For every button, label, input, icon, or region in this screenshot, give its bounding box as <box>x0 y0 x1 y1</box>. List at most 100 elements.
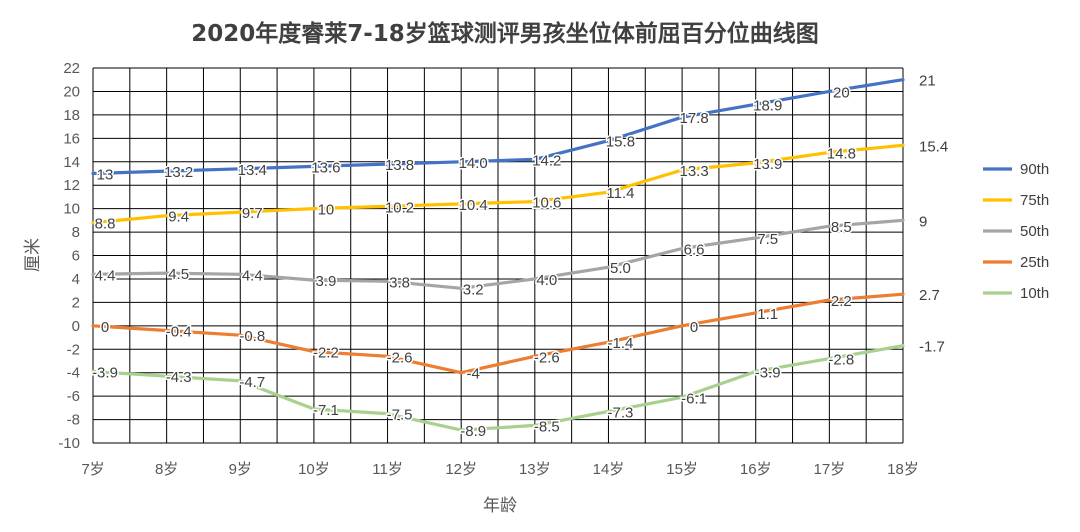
y-tick-label: 2 <box>72 294 80 311</box>
data-label-25th: -2.2 <box>313 345 339 362</box>
data-label-90th: 14.0 <box>459 155 488 172</box>
series-line-90th <box>91 78 905 176</box>
y-tick-label: 22 <box>63 60 80 77</box>
x-tick-label: 18岁 <box>887 461 919 478</box>
x-tick-label: 11岁 <box>372 461 403 478</box>
data-label-25th: 2.2 <box>831 293 852 310</box>
data-label-50th: 3.2 <box>463 281 484 298</box>
x-tick-label: 12岁 <box>445 461 477 478</box>
data-label-25th: 1.1 <box>757 306 778 323</box>
legend-label-75th: 75th <box>1020 192 1049 209</box>
data-label-10th: -3.9 <box>755 365 781 382</box>
data-label-10th: -7.5 <box>387 407 413 424</box>
data-label-25th: 0 <box>690 319 698 336</box>
legend-item-50th: 50th <box>983 223 1049 240</box>
end-label-50th: 9 <box>919 213 927 230</box>
data-label-90th: 20 <box>833 84 850 101</box>
x-axis-title: 年龄 <box>483 496 517 516</box>
data-label-10th: -2.8 <box>828 352 854 369</box>
chart-title: 2020年度睿莱7-18岁篮球测评男孩坐位体前屈百分位曲线图 <box>191 21 819 47</box>
x-tick-label: 14岁 <box>593 461 625 478</box>
data-label-90th: 15.8 <box>606 134 635 151</box>
legend: 90th 75th 50th 25th 10th <box>983 161 1049 302</box>
data-label-25th: -2.6 <box>534 349 560 366</box>
data-label-90th: 14.2 <box>532 152 561 169</box>
y-tick-label: 16 <box>63 130 80 147</box>
data-label-50th: 4.4 <box>95 267 116 284</box>
legend-item-25th: 25th <box>983 254 1049 271</box>
data-label-10th: -7.1 <box>313 402 339 419</box>
legend-item-90th: 90th <box>983 161 1049 178</box>
x-tick-label: 9岁 <box>229 461 252 478</box>
end-label-25th: 2.7 <box>919 287 940 304</box>
data-label-50th: 8.5 <box>831 219 852 236</box>
legend-label-90th: 90th <box>1020 161 1049 178</box>
end-label-90th: 21 <box>919 73 936 90</box>
data-label-50th: 7.5 <box>757 231 778 248</box>
data-label-10th: -8.9 <box>460 423 486 440</box>
y-axis-title: 厘米 <box>23 238 43 272</box>
series-line-10th <box>91 344 905 432</box>
legend-label-10th: 10th <box>1020 285 1049 302</box>
data-label-50th: 4.5 <box>168 266 189 283</box>
data-label-50th: 3.9 <box>315 273 336 290</box>
axes: -10 -8 -6 -4 -2 0 2 4 6 8 10 12 14 16 18 20 22 7岁 8岁 9岁 10岁 1… <box>58 60 919 478</box>
data-label-75th: 9.4 <box>168 209 189 226</box>
data-label-10th: -6.1 <box>681 390 707 407</box>
series-line-50th <box>91 218 905 290</box>
series-line-75th <box>91 143 905 225</box>
x-tick-label: 10岁 <box>298 461 330 478</box>
data-label-25th: 0 <box>101 319 109 336</box>
legend-label-25th: 25th <box>1020 254 1049 271</box>
y-tick-label: -8 <box>67 412 80 429</box>
legend-label-50th: 50th <box>1020 223 1049 240</box>
x-tick-label: 16岁 <box>740 461 772 478</box>
data-label-75th: 9.7 <box>242 205 263 222</box>
series-line-25th <box>91 292 905 375</box>
data-label-25th: -0.4 <box>166 324 192 341</box>
data-label-50th: 6.6 <box>684 241 705 258</box>
data-label-50th: 5.0 <box>610 260 631 277</box>
data-label-75th: 11.4 <box>606 185 634 202</box>
x-tick-label: 13岁 <box>519 461 551 478</box>
data-label-90th: 13.8 <box>385 157 414 174</box>
data-label-90th: 13.6 <box>311 159 340 176</box>
data-label-75th: 8.8 <box>95 216 116 233</box>
data-label-25th: -0.8 <box>239 328 265 345</box>
x-tick-label: 15岁 <box>666 461 698 478</box>
y-tick-label: 8 <box>72 224 80 241</box>
data-label-90th: 13.2 <box>164 164 193 181</box>
y-tick-label: -6 <box>67 388 80 405</box>
data-label-75th: 14.8 <box>827 145 856 162</box>
y-tick-label: -2 <box>67 341 80 358</box>
end-label-10th: -1.7 <box>919 339 945 356</box>
y-tick-label: 20 <box>63 83 80 100</box>
data-label-75th: 10 <box>318 202 335 219</box>
y-tick-label: -4 <box>67 365 80 382</box>
series-lines <box>91 78 905 432</box>
data-label-90th: 13.4 <box>238 162 267 179</box>
data-label-50th: 4.4 <box>242 267 263 284</box>
y-tick-label: 14 <box>63 154 80 171</box>
data-label-90th: 13 <box>97 166 114 183</box>
data-label-10th: -4.3 <box>166 369 192 386</box>
data-label-50th: 3.8 <box>389 274 410 291</box>
y-tick-label: 18 <box>63 107 80 124</box>
data-label-75th: 13.3 <box>679 163 708 180</box>
data-label-75th: 10.6 <box>532 195 561 212</box>
data-label-10th: -8.5 <box>534 418 560 435</box>
data-label-10th: -3.9 <box>92 365 118 382</box>
x-tick-label: 8岁 <box>155 461 178 478</box>
y-tick-label: 4 <box>72 271 80 288</box>
y-tick-label: 6 <box>72 248 80 265</box>
data-label-75th: 10.4 <box>459 197 488 214</box>
legend-item-10th: 10th <box>983 285 1049 302</box>
data-label-90th: 18.9 <box>753 97 782 114</box>
legend-item-75th: 75th <box>983 192 1049 209</box>
y-tick-label: -10 <box>58 435 80 452</box>
y-tick-label: 12 <box>63 177 80 194</box>
data-label-25th: -1.4 <box>608 335 634 352</box>
data-label-10th: -4.7 <box>239 374 265 391</box>
